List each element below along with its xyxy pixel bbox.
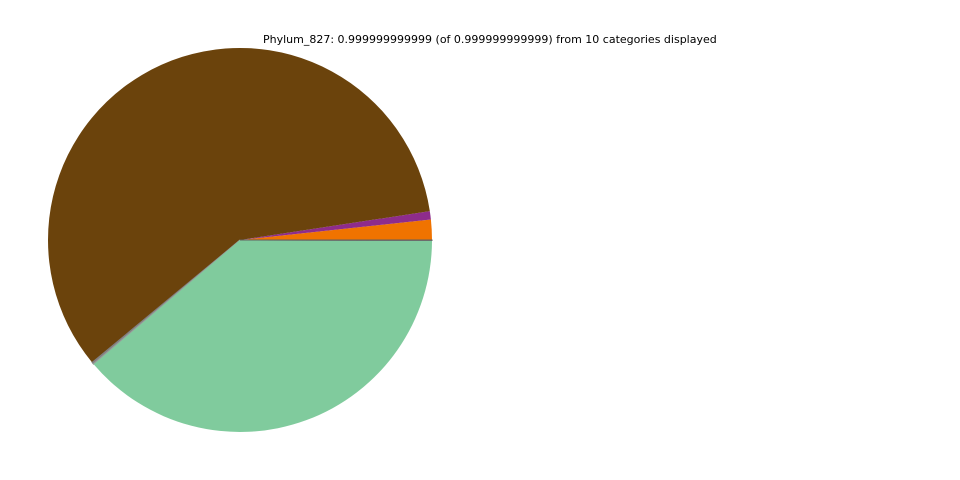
pie-slice-3 <box>47 48 430 363</box>
pie-slice-2 <box>240 211 431 240</box>
pie-slice-5 <box>92 239 241 365</box>
chart-title: Phylum_827: 0.999999999999 (of 0.9999999… <box>263 33 717 46</box>
pie-slice-6 <box>93 240 432 433</box>
pie-slice-1 <box>240 219 432 240</box>
